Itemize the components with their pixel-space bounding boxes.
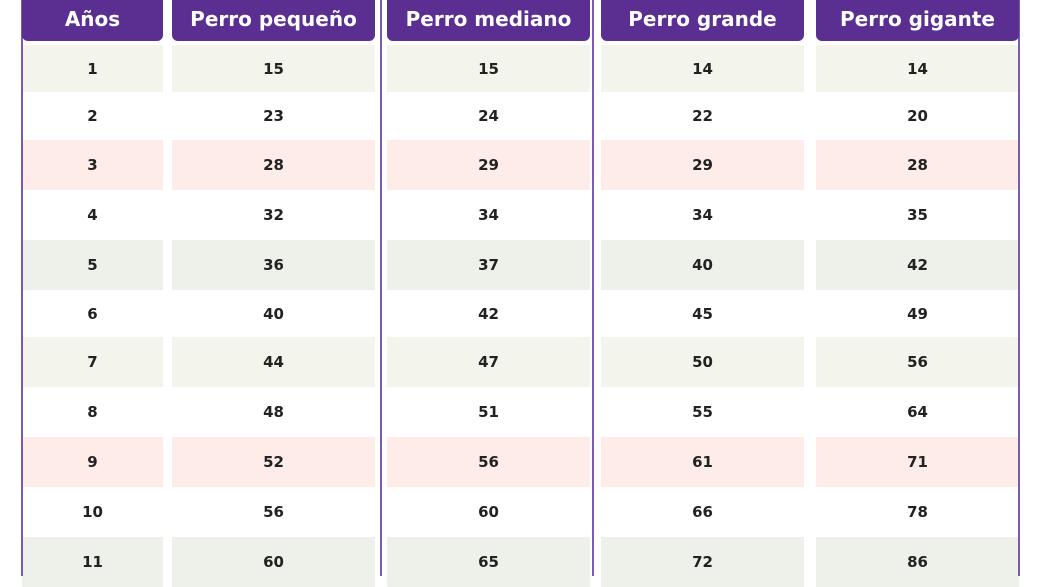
row-band bbox=[22, 437, 163, 487]
row-band bbox=[387, 140, 590, 190]
row-band bbox=[22, 240, 163, 290]
table-cell: 7 bbox=[87, 353, 98, 371]
table-cell: 15 bbox=[263, 59, 284, 78]
table-cell: 37 bbox=[478, 256, 499, 274]
table-cell: 34 bbox=[692, 206, 713, 224]
row-band bbox=[172, 45, 375, 92]
row-band bbox=[172, 140, 375, 190]
row-band bbox=[816, 437, 1019, 487]
column-header: Perro grande bbox=[601, 0, 804, 41]
table-cell: 56 bbox=[263, 503, 284, 521]
table-cell: 2 bbox=[87, 107, 98, 125]
table-cell: 6 bbox=[87, 304, 98, 323]
table-cell: 42 bbox=[907, 256, 928, 274]
table-cell: 35 bbox=[907, 206, 928, 224]
table-cell: 4 bbox=[87, 206, 98, 224]
table-cell: 47 bbox=[478, 353, 499, 371]
column-header: Perro pequeño bbox=[172, 0, 375, 41]
table-cell: 5 bbox=[87, 256, 98, 274]
row-band bbox=[172, 337, 375, 387]
table-cell: 60 bbox=[478, 503, 499, 521]
table-cell: 42 bbox=[478, 304, 499, 323]
table-cell: 86 bbox=[907, 553, 928, 571]
table-cell: 56 bbox=[478, 453, 499, 471]
table-cell: 66 bbox=[692, 503, 713, 521]
row-band bbox=[387, 45, 590, 92]
column-header: Años bbox=[22, 0, 163, 41]
table-cell: 34 bbox=[478, 206, 499, 224]
table-cell: 40 bbox=[263, 304, 284, 323]
row-band bbox=[22, 140, 163, 190]
row-band bbox=[22, 45, 163, 92]
row-band bbox=[816, 337, 1019, 387]
table-cell: 11 bbox=[82, 553, 103, 571]
table-cell: 22 bbox=[692, 107, 713, 125]
table-cell: 9 bbox=[87, 453, 98, 471]
table-cell: 10 bbox=[82, 503, 103, 521]
row-band bbox=[601, 140, 804, 190]
table-cell: 65 bbox=[478, 553, 499, 571]
table-cell: 3 bbox=[87, 156, 98, 174]
table-cell: 61 bbox=[692, 453, 713, 471]
column-border bbox=[1018, 0, 1020, 576]
column-header: Perro gigante bbox=[816, 0, 1019, 41]
table-cell: 15 bbox=[478, 59, 499, 78]
row-band bbox=[816, 140, 1019, 190]
table-cell: 56 bbox=[907, 353, 928, 371]
row-band bbox=[387, 337, 590, 387]
row-band bbox=[601, 45, 804, 92]
table-cell: 14 bbox=[907, 59, 928, 78]
table-cell: 49 bbox=[907, 304, 928, 323]
table-cell: 51 bbox=[478, 403, 499, 421]
column-border bbox=[592, 0, 594, 576]
table-cell: 28 bbox=[263, 156, 284, 174]
table-cell: 28 bbox=[907, 156, 928, 174]
table-cell: 20 bbox=[907, 107, 928, 125]
row-band bbox=[387, 437, 590, 487]
table-cell: 32 bbox=[263, 206, 284, 224]
table-cell: 40 bbox=[692, 256, 713, 274]
table-cell: 71 bbox=[907, 453, 928, 471]
row-band bbox=[172, 437, 375, 487]
row-band bbox=[601, 337, 804, 387]
table-cell: 60 bbox=[263, 553, 284, 571]
table-cell: 48 bbox=[263, 403, 284, 421]
column-border bbox=[21, 0, 23, 576]
table-cell: 1 bbox=[87, 59, 98, 78]
table-cell: 72 bbox=[692, 553, 713, 571]
row-band bbox=[601, 240, 804, 290]
row-band bbox=[387, 240, 590, 290]
table-cell: 64 bbox=[907, 403, 928, 421]
row-band bbox=[22, 337, 163, 387]
row-band bbox=[816, 45, 1019, 92]
table-cell: 44 bbox=[263, 353, 284, 371]
table-cell: 78 bbox=[907, 503, 928, 521]
row-band bbox=[816, 240, 1019, 290]
table-cell: 8 bbox=[87, 403, 98, 421]
table-cell: 36 bbox=[263, 256, 284, 274]
table-cell: 23 bbox=[263, 107, 284, 125]
table-cell: 29 bbox=[478, 156, 499, 174]
column-header: Perro mediano bbox=[387, 0, 590, 41]
table-cell: 24 bbox=[478, 107, 499, 125]
table-cell: 45 bbox=[692, 304, 713, 323]
table-cell: 52 bbox=[263, 453, 284, 471]
row-band bbox=[601, 437, 804, 487]
table-cell: 14 bbox=[692, 59, 713, 78]
table-cell: 50 bbox=[692, 353, 713, 371]
column-border bbox=[380, 0, 382, 576]
table-cell: 29 bbox=[692, 156, 713, 174]
table-cell: 55 bbox=[692, 403, 713, 421]
row-band bbox=[172, 240, 375, 290]
